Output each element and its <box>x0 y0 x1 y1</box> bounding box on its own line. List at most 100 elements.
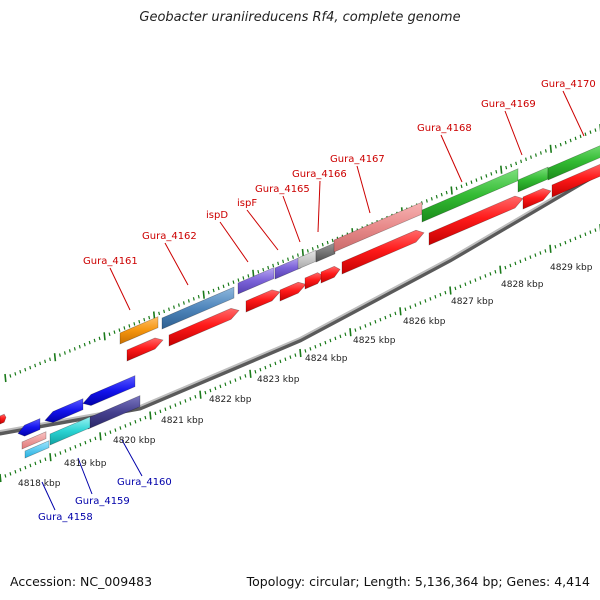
lower-tick-mark <box>154 411 157 416</box>
lower-tick-mark <box>49 453 52 462</box>
lower-tick-mark <box>419 301 422 305</box>
upper-tick-mark <box>455 186 458 191</box>
upper-tick-mark <box>148 315 151 320</box>
gene-arrow-red <box>279 281 307 302</box>
gene-label-ispd[interactable]: ispD <box>206 210 228 221</box>
upper-tick-mark <box>4 373 7 383</box>
lower-tick-mark <box>459 284 462 289</box>
gene-arrow-gura-4161 <box>119 316 159 345</box>
lower-tick-mark <box>149 411 152 420</box>
upper-tick-mark <box>187 299 190 303</box>
lower-tick-mark <box>514 261 517 266</box>
gene-label-gura-4160[interactable]: Gura_4160 <box>117 477 172 488</box>
lower-tick-mark <box>114 428 117 432</box>
lower-tick-mark <box>374 320 377 324</box>
lower-tick-mark <box>129 422 132 426</box>
lower-tick-mark <box>239 376 242 380</box>
lower-tick-mark <box>289 355 292 359</box>
lower-tick-mark <box>334 336 337 341</box>
lower-gene-label-group: Gura_4158 Gura_4159 Gura_4160 <box>38 477 172 523</box>
upper-tick-mark <box>490 172 493 176</box>
upper-tick-mark <box>549 144 553 153</box>
lower-tick-mark <box>274 361 277 366</box>
gene-label-gura-4168[interactable]: Gura_4168 <box>417 123 472 134</box>
upper-tick-mark <box>495 170 498 174</box>
kbp-label: 4828 kbp <box>501 280 544 290</box>
upper-tick-mark <box>44 359 47 364</box>
lower-tick-mark <box>234 378 237 382</box>
upper-tick-mark <box>430 197 433 201</box>
upper-tick-mark <box>475 178 478 182</box>
lower-tick-mark <box>354 328 357 332</box>
gene-label-gura-4166[interactable]: Gura_4166 <box>292 169 347 180</box>
gene-label-gura-4158[interactable]: Gura_4158 <box>38 512 93 523</box>
lower-tick-mark <box>134 420 137 424</box>
lower-tick-mark <box>474 278 477 282</box>
upper-tick-mark <box>93 338 96 343</box>
lower-tick-mark <box>359 326 362 330</box>
lower-tick-mark <box>464 282 467 286</box>
lower-tick-mark <box>399 307 402 316</box>
upper-tick-mark <box>465 182 468 186</box>
upper-tick-mark <box>29 365 32 370</box>
upper-tick-mark <box>554 145 557 149</box>
gene-label-gura-4170[interactable]: Gura_4170 <box>541 79 596 90</box>
lower-tick-mark <box>494 270 497 274</box>
lower-tick-mark <box>299 348 302 358</box>
gene-label-gura-4169[interactable]: Gura_4169 <box>481 99 536 110</box>
gene-label-gura-4167[interactable]: Gura_4167 <box>330 154 385 165</box>
lower-tick-mark <box>414 303 417 307</box>
lower-tick-mark <box>349 328 352 337</box>
gene-arrow-red <box>522 188 552 210</box>
upper-tick-mark <box>98 336 101 341</box>
gene-arrow-red <box>341 229 425 275</box>
upper-tick-mark <box>118 328 121 332</box>
kbp-label: 4818 kbp <box>18 479 61 489</box>
upper-tick-mark <box>78 345 81 349</box>
upper-tick-mark <box>306 249 309 253</box>
lower-tick-mark <box>84 440 87 445</box>
upper-tick-mark <box>326 240 329 245</box>
kbp-label: 4824 kbp <box>305 354 348 364</box>
upper-tick-mark <box>217 286 220 291</box>
lower-tick-mark <box>109 430 112 434</box>
upper-tick-mark <box>39 361 42 366</box>
leader-line <box>246 209 279 251</box>
upper-tick-mark <box>460 184 463 189</box>
upper-tick-mark <box>14 372 17 376</box>
lower-tick-mark <box>144 415 147 420</box>
lower-tick-mark <box>429 297 432 301</box>
lower-tick-mark <box>14 470 17 474</box>
gene-label-gura-4162[interactable]: Gura_4162 <box>142 231 197 242</box>
upper-tick-mark <box>450 186 453 195</box>
leader-line <box>440 134 463 183</box>
gene-label-gura-4161[interactable]: Gura_4161 <box>83 256 138 267</box>
lower-tick-mark <box>174 403 177 407</box>
upper-tick-mark <box>123 326 126 330</box>
gene-label-gura-4159[interactable]: Gura_4159 <box>75 496 130 507</box>
upper-tick-mark <box>277 261 280 266</box>
gene-arrow-blue <box>82 375 136 406</box>
lower-tick-mark <box>269 363 272 368</box>
lower-tick-mark <box>124 424 127 428</box>
upper-tick-mark <box>182 301 185 305</box>
gene-arrow-red <box>168 308 240 347</box>
upper-tick-mark <box>202 290 205 299</box>
lower-tick-mark <box>484 274 487 278</box>
upper-tick-mark <box>331 238 334 243</box>
map-title: Geobacter uraniireducens Rf4, complete g… <box>139 10 461 25</box>
lower-tick-mark <box>104 432 107 436</box>
gene-label-gura-4165[interactable]: Gura_4165 <box>255 184 310 195</box>
accession-text: Accession: NC_009483 <box>10 574 153 589</box>
lower-tick-mark <box>384 315 387 320</box>
gene-arrow-ispd <box>237 267 275 295</box>
lower-tick-mark <box>0 473 2 483</box>
lower-tick-mark <box>309 347 312 351</box>
gene-arrow-gura-4158 <box>24 440 50 459</box>
kbp-label: 4829 kbp <box>550 263 593 273</box>
upper-tick-mark <box>525 157 528 161</box>
gene-label-ispf[interactable]: ispF <box>237 198 257 209</box>
upper-tick-mark <box>158 311 161 316</box>
lower-tick-mark <box>564 240 567 245</box>
lower-tick-mark <box>304 349 307 353</box>
